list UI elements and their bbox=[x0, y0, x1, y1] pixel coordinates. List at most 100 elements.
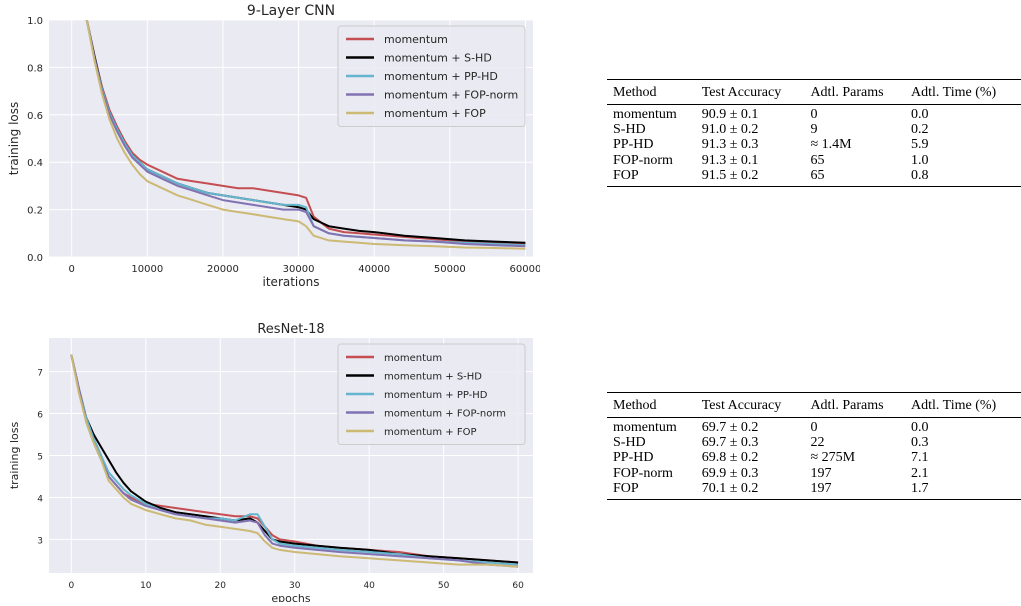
cell-adtl-time: 0.0 bbox=[911, 420, 929, 435]
table-header-row: Method Test Accuracy Adtl. Params Adtl. … bbox=[607, 79, 1021, 105]
x-tick-label: 60 bbox=[512, 581, 524, 591]
table-row: FOP-norm 91.3 ± 0.1 65 1.0 bbox=[607, 153, 1021, 168]
cell-method: FOP-norm bbox=[613, 152, 673, 168]
legend-label: momentum + PP-HD bbox=[384, 390, 488, 401]
series-lines bbox=[85, 20, 526, 250]
cell-test-accuracy: 90.9 ± 0.1 bbox=[701, 107, 759, 122]
series-lines bbox=[70, 354, 519, 568]
table-header-row: Method Test Accuracy Adtl. Params Adtl. … bbox=[607, 392, 1021, 418]
cnn-chart: 0 10000 20000 30000 40000 50000 60000 0.0 0.2 0.4… bbox=[0, 0, 541, 296]
cell-adtl-params: 0 bbox=[810, 420, 818, 435]
x-axis-label: iterations bbox=[263, 275, 320, 289]
table-row: FOP 91.5 ± 0.2 65 0.8 bbox=[607, 167, 1021, 188]
cell-adtl-time: 7.1 bbox=[911, 450, 929, 466]
cell-method: FOP bbox=[607, 480, 696, 501]
x-tick-label: 40 bbox=[363, 581, 375, 591]
cell-method: PP-HD bbox=[613, 137, 654, 153]
cell-test-accuracy: 91.3 ± 0.3 bbox=[701, 137, 759, 153]
y-tick-label: 5 bbox=[37, 453, 43, 463]
legend: momentum momentum + S-HD momentum + PP-HD m… bbox=[337, 343, 526, 445]
cell-test-accuracy: 91.5 ± 0.2 bbox=[695, 167, 805, 188]
cell-adtl-time: 2.1 bbox=[911, 465, 929, 481]
x-tick-label: 50 bbox=[438, 581, 450, 591]
cell-adtl-params: ≈ 275M bbox=[810, 450, 856, 466]
series-line-momentum bbox=[85, 20, 526, 245]
series-line-momentum-fop bbox=[85, 20, 526, 250]
chart-title: 9-Layer CNN bbox=[247, 3, 335, 19]
cell-adtl-params: 65 bbox=[804, 167, 906, 188]
header-adtl-params: Adtl. Params bbox=[804, 392, 906, 418]
x-tick-label: 60000 bbox=[510, 264, 540, 275]
y-tick-label: 0.6 bbox=[27, 111, 43, 122]
resnet-chart: 0 10 20 30 40 50 60 3 4 5 6 7 ResNet-18 epochs trainin… bbox=[0, 318, 540, 606]
cell-adtl-params: 0 bbox=[810, 107, 818, 122]
chart-title: ResNet-18 bbox=[257, 322, 324, 337]
cell-adtl-time: 0.3 bbox=[911, 435, 929, 451]
legend: momentum momentum + S-HD momentum + PP-HD m… bbox=[337, 25, 526, 127]
y-tick-label: 4 bbox=[37, 494, 43, 504]
cell-method: momentum bbox=[613, 420, 677, 435]
legend-label: momentum + FOP bbox=[384, 427, 476, 438]
table-row: FOP 70.1 ± 0.2 197 1.7 bbox=[607, 480, 1021, 501]
chart-svg: 0 10 20 30 40 50 60 3 4 5 6 7 ResNet-18 epochs trainin… bbox=[8, 322, 533, 605]
x-tick-label: 40000 bbox=[358, 264, 390, 275]
y-tick-label: 0.2 bbox=[27, 206, 43, 217]
y-tick-label: 7 bbox=[37, 369, 43, 379]
cell-adtl-time: 0.8 bbox=[905, 167, 1021, 188]
y-tick-label: 1.0 bbox=[27, 16, 43, 27]
legend-label: momentum + S-HD bbox=[384, 372, 482, 383]
y-tick-label: 3 bbox=[37, 536, 43, 546]
table-row: momentum 69.7 ± 0.2 0 0.0 bbox=[607, 418, 1021, 436]
legend-label: momentum + S-HD bbox=[384, 52, 492, 65]
cell-method: PP-HD bbox=[613, 450, 654, 466]
cell-adtl-params: ≈ 1.4M bbox=[810, 137, 852, 153]
series-line-momentum-fop-norm bbox=[85, 20, 526, 248]
header-method: Method bbox=[607, 392, 696, 418]
header-adtl-params: Adtl. Params bbox=[804, 79, 906, 105]
cell-test-accuracy: 69.9 ± 0.3 bbox=[701, 465, 759, 481]
cell-method: momentum bbox=[613, 107, 677, 122]
cell-adtl-params: 65 bbox=[810, 152, 825, 168]
cell-test-accuracy: 91.0 ± 0.2 bbox=[701, 122, 759, 138]
legend-label: momentum + FOP-norm bbox=[384, 409, 506, 420]
x-tick-label: 0 bbox=[69, 264, 75, 275]
table-row: S-HD 91.0 ± 0.2 9 0.2 bbox=[607, 122, 1021, 137]
cell-adtl-params: 197 bbox=[810, 465, 832, 481]
cell-test-accuracy: 69.8 ± 0.2 bbox=[701, 450, 759, 466]
cell-adtl-params: 22 bbox=[810, 435, 825, 451]
x-tick-label: 0 bbox=[68, 581, 74, 591]
x-tick-label: 50000 bbox=[434, 264, 466, 275]
y-axis-label: training loss bbox=[7, 102, 21, 175]
cell-adtl-params: 9 bbox=[810, 122, 818, 138]
table-row: PP-HD 69.8 ± 0.2 ≈ 275M 7.1 bbox=[607, 450, 1021, 465]
cell-adtl-time: 0.2 bbox=[911, 122, 929, 138]
cell-adtl-time: 0.0 bbox=[911, 107, 929, 122]
header-test-accuracy: Test Accuracy bbox=[695, 79, 805, 105]
table-row: momentum 90.9 ± 0.1 0 0.0 bbox=[607, 105, 1021, 123]
table-row: FOP-norm 69.9 ± 0.3 197 2.1 bbox=[607, 466, 1021, 481]
cell-adtl-time: 5.9 bbox=[911, 137, 929, 153]
cell-method: FOP bbox=[607, 167, 696, 188]
cell-method: FOP-norm bbox=[613, 465, 673, 481]
table-row: S-HD 69.7 ± 0.3 22 0.3 bbox=[607, 435, 1021, 450]
x-axis-label: epochs bbox=[271, 592, 310, 602]
x-tick-label: 10000 bbox=[131, 264, 163, 275]
legend-label: momentum + FOP bbox=[384, 107, 486, 120]
cell-test-accuracy: 70.1 ± 0.2 bbox=[695, 480, 805, 501]
x-tick-label: 30 bbox=[289, 581, 301, 591]
x-tick-label: 30000 bbox=[283, 264, 315, 275]
legend-label: momentum bbox=[384, 353, 442, 364]
cell-method: S-HD bbox=[613, 122, 646, 138]
cell-adtl-params: 197 bbox=[804, 480, 906, 501]
chart-svg: 0 10000 20000 30000 40000 50000 60000 0.0 0.2 0.4… bbox=[7, 3, 541, 289]
legend-label: momentum + PP-HD bbox=[384, 70, 498, 83]
legend-box bbox=[337, 343, 526, 445]
header-adtl-time: Adtl. Time (%) bbox=[905, 79, 1021, 105]
cell-test-accuracy: 91.3 ± 0.1 bbox=[701, 152, 759, 168]
cell-method: S-HD bbox=[613, 435, 646, 451]
cell-test-accuracy: 69.7 ± 0.2 bbox=[701, 420, 759, 435]
y-tick-label: 6 bbox=[37, 411, 43, 421]
legend-box bbox=[337, 25, 526, 127]
table-row: PP-HD 91.3 ± 0.3 ≈ 1.4M 5.9 bbox=[607, 137, 1021, 152]
x-tick-label: 10 bbox=[140, 581, 152, 591]
